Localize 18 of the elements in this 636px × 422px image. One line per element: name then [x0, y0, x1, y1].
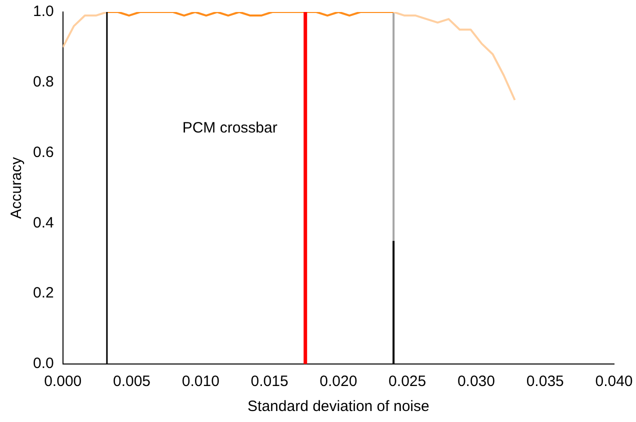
y-tick-label: 0.2: [32, 284, 54, 302]
y-tick-label: 0.6: [32, 144, 54, 161]
y-tick-label: 0.8: [32, 74, 54, 91]
y-tick-label: 0.0: [32, 355, 54, 372]
x-tick-label: 0.010: [182, 373, 220, 390]
y-axis-title: Accuracy: [8, 156, 26, 219]
x-axis-title: Standard deviation of noise: [248, 398, 430, 416]
x-tick-label: 0.030: [457, 373, 495, 390]
x-tick-label: 0.020: [320, 373, 358, 390]
x-tick-label: 0.005: [112, 373, 151, 390]
x-tick-label: 0.040: [595, 373, 633, 390]
x-tick-label: 0.025: [388, 373, 426, 390]
x-tick-label: 0.000: [44, 373, 82, 390]
x-tick-label: 0.015: [250, 373, 288, 390]
y-tick-label: 0.4: [32, 214, 54, 232]
x-tick-label: 0.035: [526, 373, 564, 390]
y-tick-label: 1.0: [32, 3, 54, 20]
ref-line-label: PCM crossbar: [182, 119, 278, 136]
